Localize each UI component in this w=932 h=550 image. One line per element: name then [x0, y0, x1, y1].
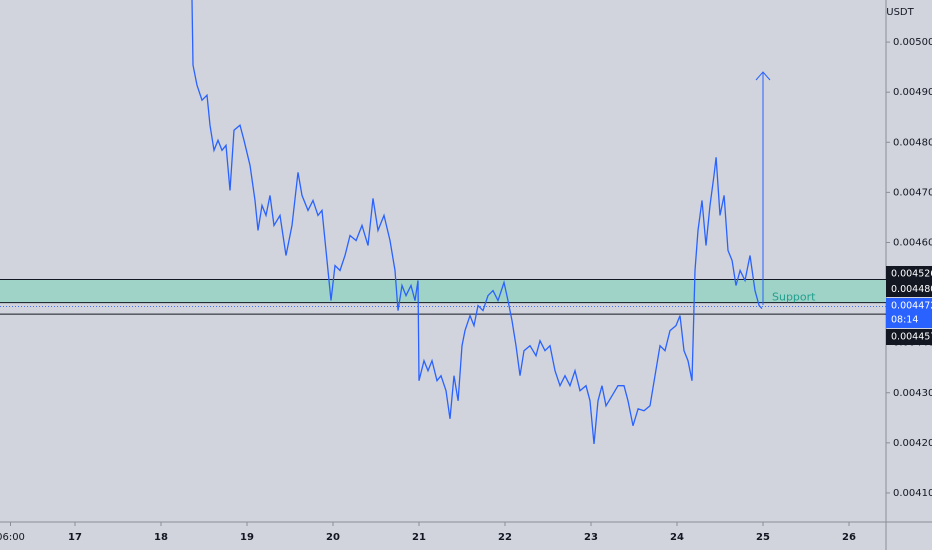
- target-arrow: [755, 71, 771, 305]
- x-tick-label: 22: [498, 532, 512, 543]
- level-tag: 0.004457: [886, 329, 932, 345]
- zone-label: Support: [772, 291, 816, 304]
- last-price-tag-text: 08:14: [891, 315, 918, 326]
- x-tick-label: 17: [68, 532, 82, 543]
- level-tag-bg: [886, 329, 932, 345]
- support-zone: [0, 279, 886, 303]
- x-tick-label: 23: [584, 532, 598, 543]
- last-price-tag: 0.004472 08:14: [886, 298, 932, 328]
- price-line: [191, 0, 763, 444]
- x-tick-label: 20: [326, 532, 340, 543]
- x-tick-label: 21: [412, 532, 426, 543]
- x-tick-label: 19: [240, 532, 254, 543]
- unit-label: USDT: [886, 7, 914, 18]
- x-tick-label: 26: [842, 532, 856, 543]
- x-tick-label: 24: [670, 532, 684, 543]
- zone-top-tag-text: 0.004526: [891, 269, 932, 280]
- y-tick-label: 0.005000: [893, 37, 932, 48]
- zone-bottom-tag-bg: [886, 282, 932, 297]
- x-tick-label: 18: [154, 532, 168, 543]
- level-tag-text: 0.004457: [891, 332, 932, 343]
- last-price-tag-text: 0.004472: [891, 301, 932, 312]
- zone-bottom-tag: 0.004480: [886, 282, 932, 297]
- x-tick-label: 25: [756, 532, 770, 543]
- x-tick-label: 06:00: [0, 532, 25, 543]
- last-price-tag-bg: [886, 298, 932, 328]
- zone-bottom-tag-text: 0.004480: [891, 284, 932, 295]
- zone-top-tag: 0.004526: [886, 266, 932, 282]
- zone-top-tag-bg: [886, 266, 932, 282]
